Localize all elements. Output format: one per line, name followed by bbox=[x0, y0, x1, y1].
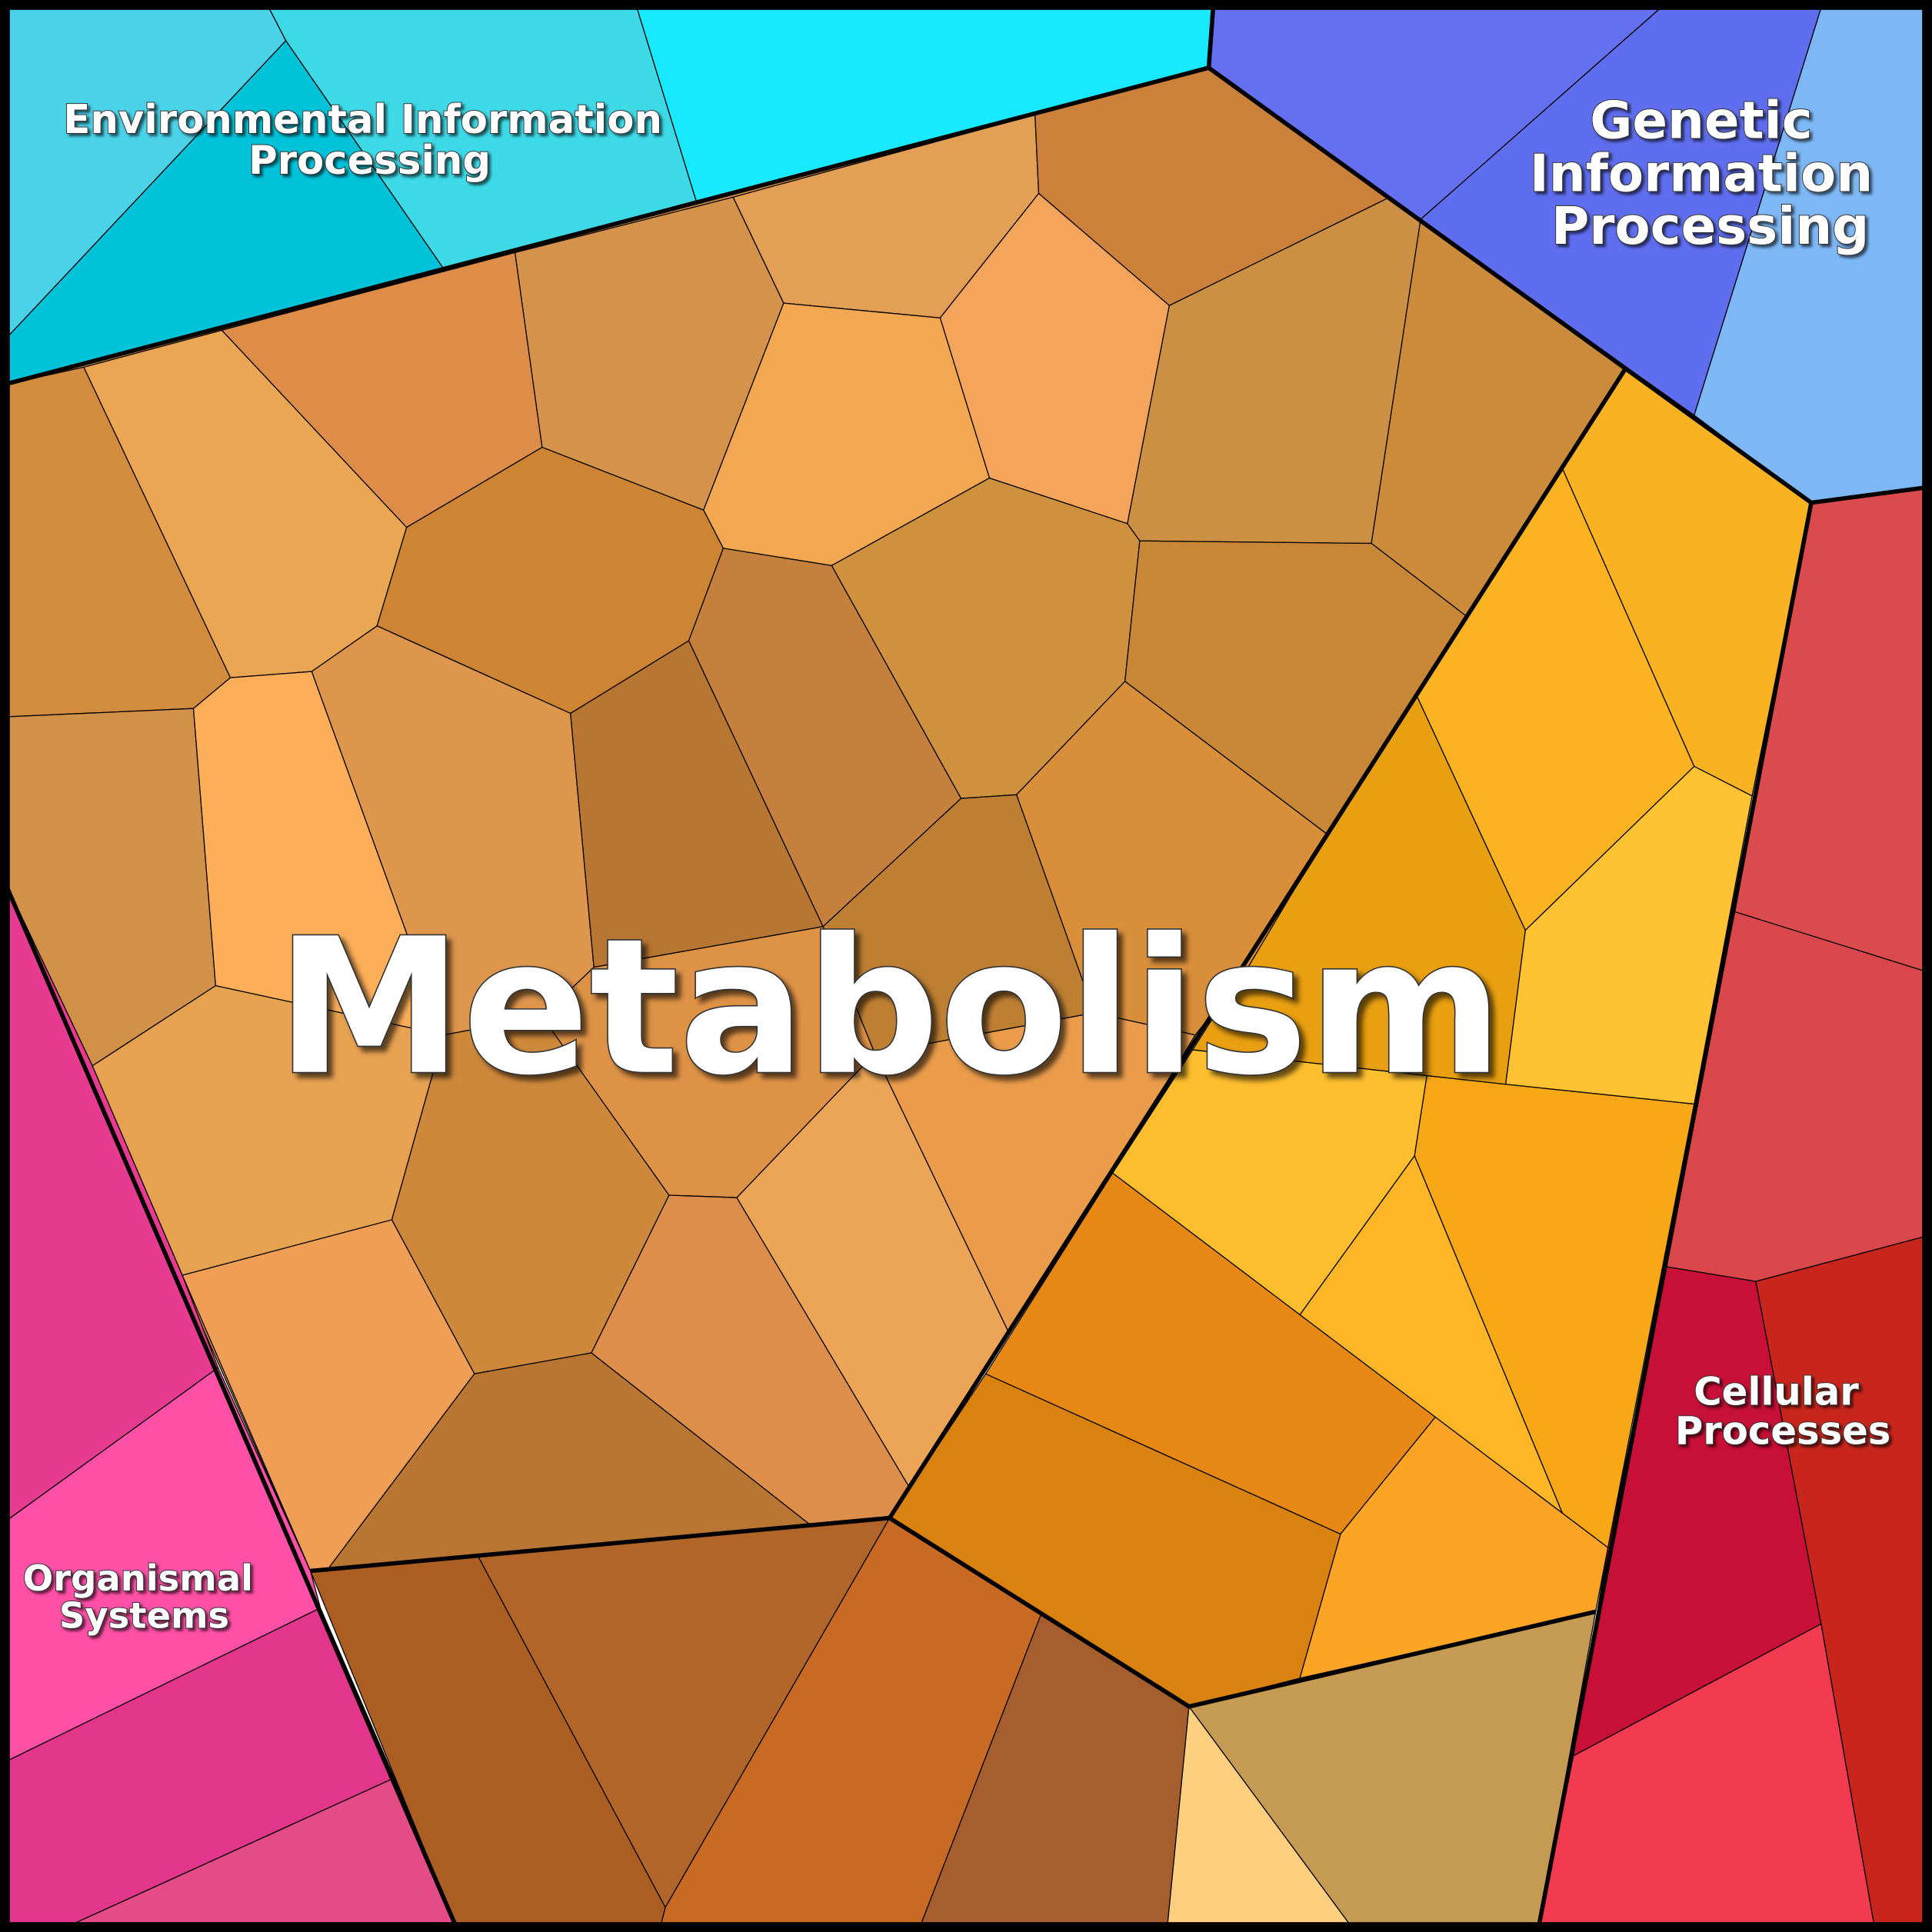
region-label: Organismal Systems bbox=[23, 1557, 265, 1636]
region-border bbox=[1535, 502, 1814, 1932]
region-label: Genetic Information Processing bbox=[1530, 90, 1891, 256]
cell bbox=[1755, 1234, 1932, 1932]
label-line: Cellular bbox=[1694, 1369, 1859, 1414]
region-label: Environmental Information Processing bbox=[63, 97, 676, 184]
label-line: Processing bbox=[248, 138, 491, 184]
cell bbox=[1111, 1049, 1427, 1316]
region-label: Metabolism bbox=[276, 899, 1503, 1117]
cell bbox=[0, 1367, 321, 1765]
cell bbox=[1504, 765, 1753, 1105]
region-border bbox=[0, 870, 461, 1932]
label-line: Genetic bbox=[1590, 90, 1812, 150]
region-border bbox=[888, 1516, 1597, 1709]
label-line: Processes bbox=[1675, 1409, 1890, 1454]
label-line: Systems bbox=[59, 1594, 229, 1636]
label-line: Processing bbox=[1551, 196, 1869, 256]
label-line: Metabolism bbox=[276, 899, 1503, 1117]
label-line: Information bbox=[1530, 143, 1873, 203]
label-line: Organismal bbox=[23, 1557, 253, 1599]
region-label: Cellular Processes bbox=[1675, 1369, 1890, 1453]
label-line: Environmental Information bbox=[63, 97, 662, 143]
